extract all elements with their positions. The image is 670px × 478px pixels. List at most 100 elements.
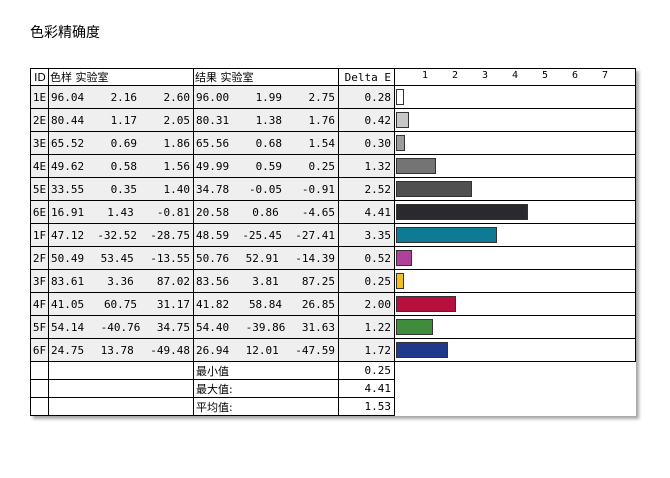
table-row: 5E 33.55 0.35 1.40 34.78 -0.05 -0.91 2.52 xyxy=(30,177,636,201)
axis-tick-label: 5 xyxy=(541,70,549,81)
lab-value: 0.59 xyxy=(255,159,283,173)
stat-empty-cell xyxy=(48,361,194,380)
sample-lab-cell: 54.14 -40.76 34.75 xyxy=(48,315,194,339)
row-id-label: 5E xyxy=(32,182,47,196)
delta-e-value: 0.28 xyxy=(364,90,392,104)
row-id: 3E xyxy=(30,131,49,155)
bar-cell xyxy=(394,154,636,178)
stat-value-cell: 1.53 xyxy=(338,397,395,416)
row-id: 2F xyxy=(30,246,49,270)
table-row: 4E 49.62 0.58 1.56 49.99 0.59 0.25 1.32 xyxy=(30,154,636,178)
lab-value: 47.12 xyxy=(51,228,85,242)
stat-blank-area xyxy=(394,361,636,416)
lab-value: 60.75 xyxy=(103,297,138,311)
lab-value: 48.59 xyxy=(196,228,230,242)
row-id-label: 5F xyxy=(32,320,47,334)
table-row: 2F 50.49 53.45 -13.55 50.76 52.91 -14.39 0.52 xyxy=(30,246,636,270)
sample-lab-cell: 33.55 0.35 1.40 xyxy=(48,177,194,201)
bar-cell xyxy=(394,177,636,201)
row-id: 5E xyxy=(30,177,49,201)
delta-e-value: 0.42 xyxy=(364,113,392,127)
result-lab-cell: 20.58 0.86 -4.65 xyxy=(193,200,339,224)
row-id-label: 4E xyxy=(32,159,47,173)
delta-e-bar xyxy=(396,250,412,266)
header-sample: 色样 实验室 xyxy=(48,68,194,86)
row-id-label: 4F xyxy=(32,297,47,311)
sample-lab-cell: 47.12 -32.52 -28.75 xyxy=(48,223,194,247)
stat-empty-cell xyxy=(30,379,49,398)
sample-lab-cell: 65.52 0.69 1.86 xyxy=(48,131,194,155)
result-lab-cell: 34.78 -0.05 -0.91 xyxy=(193,177,339,201)
lab-value: -14.39 xyxy=(295,251,335,265)
table-row: 6E 16.91 1.43 -0.81 20.58 0.86 -4.65 4.41 xyxy=(30,200,636,224)
lab-value: 96.00 xyxy=(196,90,230,104)
lab-value: -49.48 xyxy=(150,343,190,357)
stat-label-cell: 最大值: xyxy=(193,379,339,398)
stat-label-cell: 最小值 xyxy=(193,361,339,380)
bar-cell xyxy=(394,85,636,109)
lab-value: 50.76 xyxy=(196,251,230,265)
axis-tick-label: 6 xyxy=(571,70,579,81)
page-title: 色彩精确度 xyxy=(30,25,100,41)
lab-value: 83.61 xyxy=(51,274,85,288)
lab-value: -40.76 xyxy=(100,320,141,334)
delta-e-bar xyxy=(396,112,409,128)
result-lab-cell: 41.82 58.84 26.85 xyxy=(193,292,339,316)
lab-value: 13.78 xyxy=(100,343,134,357)
result-lab-cell: 65.56 0.68 1.54 xyxy=(193,131,339,155)
lab-value: 2.16 xyxy=(110,90,138,104)
result-lab-cell: 26.94 12.01 -47.59 xyxy=(193,338,339,362)
bar-cell xyxy=(394,131,636,155)
lab-value: 0.68 xyxy=(255,136,283,150)
lab-value: 2.60 xyxy=(163,90,191,104)
bar-cell xyxy=(394,246,636,270)
row-id-label: 6F xyxy=(32,343,47,357)
delta-e-value: 1.22 xyxy=(364,320,392,334)
delta-e-value: 4.41 xyxy=(364,205,392,219)
row-id-label: 1E xyxy=(32,90,47,104)
lab-value: 31.63 xyxy=(301,320,335,334)
lab-value: -27.41 xyxy=(295,228,335,242)
lab-value: -28.75 xyxy=(150,228,190,242)
bar-cell xyxy=(394,338,636,362)
stat-label: 平均值: xyxy=(196,400,233,414)
delta-e-bar xyxy=(396,181,472,197)
result-lab-cell: 83.56 3.81 87.25 xyxy=(193,269,339,293)
header-id: ID xyxy=(30,68,49,86)
delta-e-bar xyxy=(396,319,433,335)
delta-e-value: 2.00 xyxy=(364,297,392,311)
lab-value: -4.65 xyxy=(301,205,335,219)
delta-e-cell: 0.52 xyxy=(338,246,395,270)
lab-value: 1.76 xyxy=(308,113,336,127)
bar-cell xyxy=(394,200,636,224)
lab-value: 50.49 xyxy=(51,251,85,265)
lab-value: 1.54 xyxy=(308,136,336,150)
stat-row: 最大值: 4.41 xyxy=(30,379,636,398)
delta-e-bar xyxy=(396,273,404,289)
stat-value-cell: 0.25 xyxy=(338,361,395,380)
lab-value: 87.25 xyxy=(301,274,335,288)
stat-value: 1.53 xyxy=(364,400,392,413)
stat-value-cell: 4.41 xyxy=(338,379,395,398)
lab-value: -32.52 xyxy=(97,228,138,242)
table-row: 5F 54.14 -40.76 34.75 54.40 -39.86 31.63 1.22 xyxy=(30,315,636,339)
axis-tick-label: 3 xyxy=(481,70,489,81)
lab-value: -0.91 xyxy=(301,182,335,196)
delta-e-cell: 2.52 xyxy=(338,177,395,201)
axis-tick-label: 2 xyxy=(451,70,459,81)
table-row: 1E 96.04 2.16 2.60 96.00 1.99 2.75 0.28 xyxy=(30,85,636,109)
result-lab-cell: 48.59 -25.45 -27.41 xyxy=(193,223,339,247)
result-lab-cell: 96.00 1.99 2.75 xyxy=(193,85,339,109)
delta-e-value: 3.35 xyxy=(364,228,392,242)
lab-value: 1.99 xyxy=(255,90,283,104)
lab-value: 26.94 xyxy=(196,343,230,357)
delta-e-cell: 1.32 xyxy=(338,154,395,178)
delta-e-bar xyxy=(396,204,529,220)
lab-value: 41.82 xyxy=(196,297,230,311)
sample-lab-cell: 24.75 13.78 -49.48 xyxy=(48,338,194,362)
result-lab-cell: 50.76 52.91 -14.39 xyxy=(193,246,339,270)
lab-value: 53.45 xyxy=(100,251,134,265)
lab-value: 16.91 xyxy=(51,205,85,219)
row-id-label: 1F xyxy=(32,228,47,242)
row-id: 2E xyxy=(30,108,49,132)
